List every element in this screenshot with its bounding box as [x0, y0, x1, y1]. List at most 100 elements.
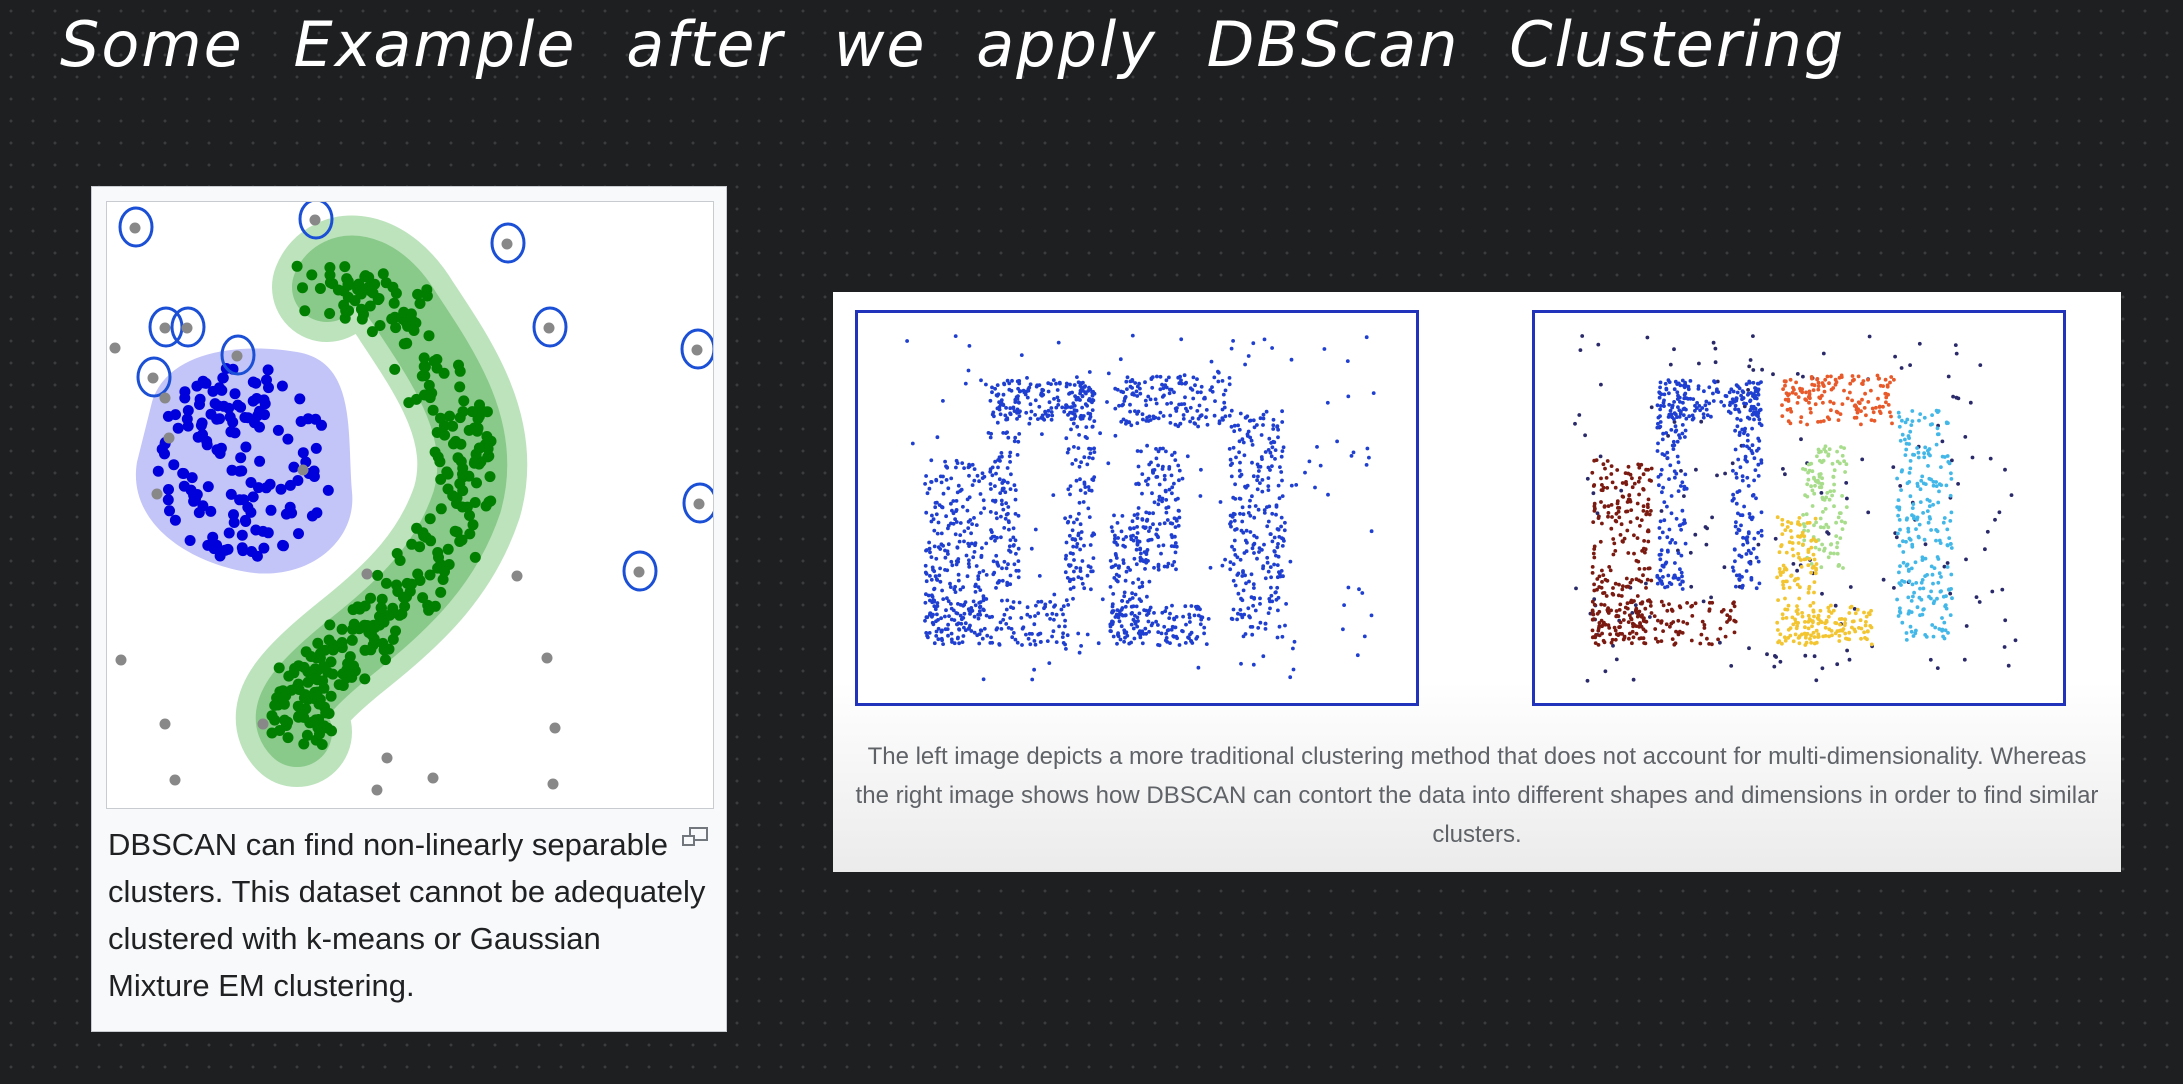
cluster-point [1734, 471, 1738, 476]
blue-cluster-point [240, 516, 252, 527]
green-cluster-point [376, 602, 387, 614]
cluster-point [948, 581, 952, 586]
cluster-point [1082, 586, 1087, 591]
cluster-point [1191, 396, 1196, 401]
noise-point [1326, 492, 1330, 497]
cluster-point [924, 548, 928, 553]
cluster-point [1862, 630, 1866, 635]
cluster-point [1601, 591, 1605, 595]
cluster-point [977, 570, 982, 575]
cluster-point [1934, 538, 1938, 543]
cluster-point [1831, 608, 1836, 613]
cluster-point [1086, 485, 1091, 489]
green-cluster-point [484, 471, 496, 483]
cluster-point [1026, 636, 1031, 641]
cluster-point [1865, 629, 1870, 634]
cluster-point [1865, 637, 1869, 642]
cluster-point [1785, 579, 1789, 584]
cluster-point [1235, 555, 1240, 560]
annotation-circle [682, 482, 713, 524]
cluster-point [991, 498, 995, 503]
cluster-point [973, 582, 978, 587]
cluster-point [956, 578, 961, 583]
cluster-point [1116, 566, 1121, 570]
blue-cluster-point [202, 539, 214, 551]
cluster-point [1667, 402, 1672, 407]
cluster-point [951, 521, 956, 526]
cluster-point [1740, 427, 1745, 432]
cluster-point [1236, 611, 1240, 616]
enlarge-icon[interactable] [680, 825, 710, 849]
cluster-point [1240, 574, 1245, 578]
cluster-point [1667, 527, 1672, 532]
cluster-point [1247, 579, 1251, 584]
cluster-point [1137, 611, 1142, 616]
cluster-point [980, 546, 984, 550]
cluster-point [1910, 582, 1915, 587]
green-cluster-point [327, 668, 339, 680]
cluster-point [1671, 447, 1676, 451]
cluster-point [1844, 505, 1849, 509]
blue-cluster-point [229, 388, 241, 400]
cluster-point [946, 622, 950, 627]
cluster-point [1176, 463, 1181, 468]
cluster-point [924, 474, 928, 478]
cluster-point [1079, 460, 1083, 465]
cluster-point [1816, 420, 1820, 424]
cluster-point [1068, 551, 1073, 555]
cluster-point [1065, 633, 1070, 638]
cluster-point [1674, 428, 1679, 433]
cluster-point [1169, 544, 1174, 548]
noise-point [1051, 493, 1056, 497]
cluster-point [1896, 531, 1900, 536]
cluster-point [1619, 594, 1624, 598]
cluster-point [1859, 422, 1863, 427]
cluster-point [1145, 594, 1149, 599]
cluster-point [1001, 431, 1006, 435]
cluster-point [1163, 489, 1168, 494]
cluster-point [946, 526, 950, 531]
cluster-point [1829, 542, 1834, 547]
cluster-point [1149, 460, 1153, 465]
cluster-point [1628, 472, 1633, 477]
cluster-point [1904, 631, 1909, 635]
cluster-point [1040, 413, 1045, 418]
cluster-point [1665, 535, 1670, 540]
cluster-point [932, 586, 937, 591]
noise-point [1595, 511, 1600, 516]
cluster-point [1780, 414, 1785, 418]
cluster-point [956, 621, 961, 626]
blue-cluster-point [294, 393, 306, 405]
noise-point [1237, 450, 1241, 455]
cluster-point [1004, 622, 1009, 626]
cluster-point [1033, 413, 1037, 417]
cluster-point [1746, 548, 1751, 553]
blue-cluster-point [316, 419, 327, 431]
cluster-point [1619, 522, 1624, 527]
cluster-point [1672, 469, 1677, 474]
cluster-point [1612, 541, 1617, 546]
noise-point [1860, 457, 1865, 462]
cluster-point [1866, 400, 1871, 404]
cluster-point [1610, 637, 1615, 642]
cluster-point [1016, 400, 1021, 405]
cluster-point [1838, 412, 1843, 416]
cluster-point [1659, 548, 1664, 553]
noise-point [1106, 461, 1111, 466]
cluster-point [958, 613, 963, 618]
cluster-point [1855, 607, 1860, 612]
cluster-point [1754, 555, 1759, 560]
cluster-point [1146, 619, 1151, 624]
cluster-point [1864, 614, 1869, 619]
cluster-point [1896, 513, 1900, 518]
cluster-point [1687, 414, 1692, 419]
cluster-point [1827, 634, 1831, 639]
noise-point [1349, 454, 1354, 458]
cluster-point [1745, 535, 1750, 539]
cluster-point [1803, 635, 1808, 640]
cluster-point [1075, 424, 1080, 429]
cluster-point [1080, 559, 1085, 563]
cluster-point [1756, 402, 1761, 407]
cluster-point [1659, 619, 1664, 623]
cluster-point [997, 477, 1002, 482]
